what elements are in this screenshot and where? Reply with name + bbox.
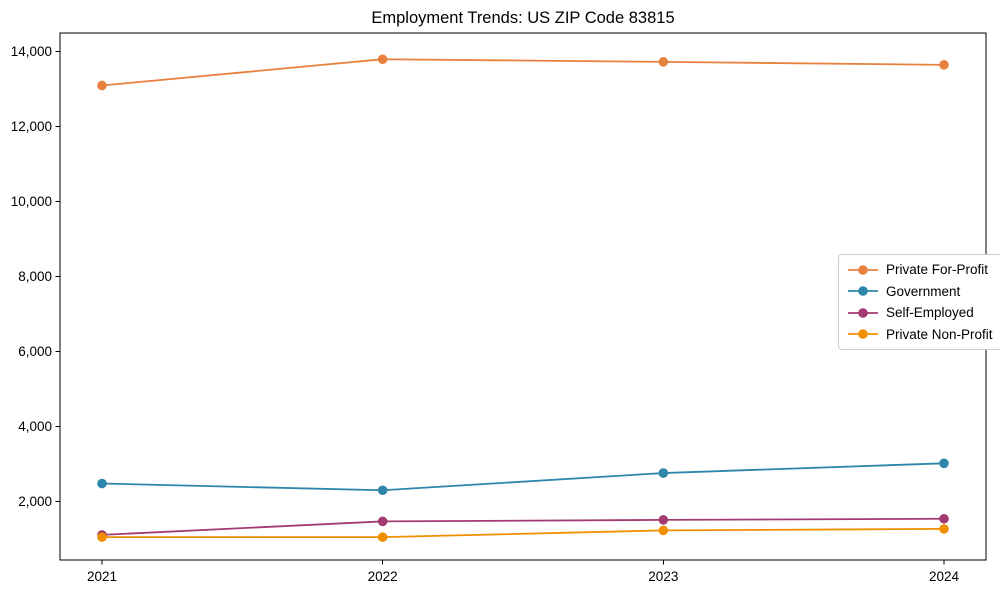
data-point-government — [939, 458, 949, 469]
data-point-government — [377, 485, 388, 496]
legend-entry-government: Government — [848, 281, 993, 303]
legend-label: Self-Employed — [886, 305, 974, 321]
series-line-self-employed — [101, 517, 945, 536]
legend-marker-private-for-profit — [848, 264, 878, 275]
legend-dot — [858, 307, 868, 318]
legend-dot — [858, 286, 868, 297]
chart-title: Employment Trends: US ZIP Code 83815 — [371, 9, 675, 27]
data-point-private-non-profit — [97, 532, 107, 542]
x-tick-label: 2023 — [648, 569, 678, 584]
x-tick-label: 2021 — [87, 569, 117, 584]
y-tick-label: 2,000 — [18, 494, 52, 509]
data-point-government — [97, 478, 107, 489]
data-point-private-non-profit — [658, 525, 669, 536]
data-point-self-employed — [377, 516, 388, 527]
legend-label: Private Non-Profit — [886, 326, 993, 342]
data-point-self-employed — [658, 515, 669, 525]
y-tick-label: 4,000 — [18, 419, 52, 434]
data-point-private-for-profit — [939, 60, 949, 70]
y-tick-label: 8,000 — [18, 269, 52, 284]
data-point-private-for-profit — [377, 54, 388, 65]
data-point-private-non-profit — [377, 532, 388, 542]
y-tick-label: 14,000 — [11, 44, 52, 59]
data-point-government — [658, 468, 669, 478]
legend-entry-private-for-profit: Private For-Profit — [848, 259, 993, 281]
data-point-private-non-profit — [939, 524, 949, 534]
legend-label: Private For-Profit — [886, 262, 989, 278]
legend-dot — [858, 264, 868, 275]
legend-label: Government — [886, 283, 961, 299]
legend-dot — [858, 329, 868, 340]
y-tick-label: 12,000 — [11, 119, 52, 134]
y-tick-label: 6,000 — [18, 344, 52, 359]
data-point-private-for-profit — [97, 80, 107, 91]
x-tick-label: 2022 — [368, 569, 398, 584]
legend-marker-private-non-profit — [848, 329, 878, 340]
data-point-private-for-profit — [658, 57, 669, 67]
legend-entry-self-employed: Self-Employed — [848, 302, 993, 324]
legend-entry-private-non-profit: Private Non-Profit — [848, 324, 993, 346]
series-line-private-non-profit — [102, 527, 945, 539]
series-line-government — [101, 462, 945, 492]
x-tick-label: 2024 — [929, 569, 960, 584]
data-point-self-employed — [939, 513, 949, 524]
series-line-private-for-profit — [101, 58, 945, 87]
y-tick-label: 10,000 — [11, 194, 52, 209]
legend-marker-self-employed — [848, 307, 878, 318]
legend: Private For-Profit Government Self-Employe… — [838, 254, 1000, 350]
legend-marker-government — [848, 286, 878, 297]
